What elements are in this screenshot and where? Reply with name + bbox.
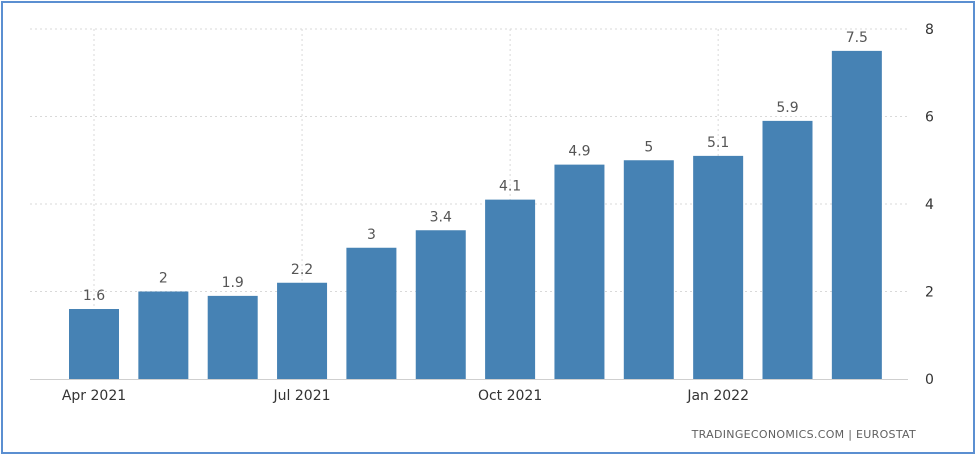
bar-value-label: 3 bbox=[367, 227, 376, 243]
source-attribution: TRADINGECONOMICS.COM | EUROSTAT bbox=[691, 428, 916, 441]
bar bbox=[762, 120, 813, 379]
bar bbox=[138, 291, 189, 379]
x-tick-label: Jan 2022 bbox=[686, 388, 749, 404]
bar bbox=[693, 155, 744, 379]
bar-value-label: 1.9 bbox=[222, 275, 244, 291]
bar bbox=[207, 295, 258, 379]
bar-value-label: 2.2 bbox=[291, 262, 313, 278]
bar bbox=[623, 160, 674, 379]
bar bbox=[69, 309, 119, 379]
bar-value-label: 5.1 bbox=[707, 135, 729, 151]
y-tick-label: 4 bbox=[925, 197, 934, 213]
y-tick-label: 8 bbox=[925, 22, 934, 38]
bar bbox=[831, 50, 882, 379]
y-tick-label: 2 bbox=[925, 285, 934, 301]
bar-value-label: 4.1 bbox=[499, 179, 521, 195]
x-tick-label: Jul 2021 bbox=[273, 388, 331, 404]
bar-value-label: 3.4 bbox=[430, 209, 452, 225]
y-tick-label: 0 bbox=[925, 372, 934, 388]
bar-value-label: 5.9 bbox=[776, 100, 798, 116]
bar-value-label: 7.5 bbox=[846, 30, 868, 46]
x-tick-label: Apr 2021 bbox=[62, 388, 126, 404]
bar-value-label: 1.6 bbox=[83, 288, 105, 304]
bar bbox=[554, 164, 605, 379]
bar bbox=[415, 230, 466, 379]
bar bbox=[346, 247, 397, 379]
bar-value-label: 5 bbox=[644, 139, 653, 155]
x-tick-label: Oct 2021 bbox=[478, 388, 542, 404]
bar bbox=[277, 282, 328, 379]
bar-value-label: 4.9 bbox=[568, 144, 590, 160]
y-tick-label: 6 bbox=[925, 110, 934, 126]
bar bbox=[485, 199, 536, 379]
bar-value-label: 2 bbox=[159, 271, 168, 287]
